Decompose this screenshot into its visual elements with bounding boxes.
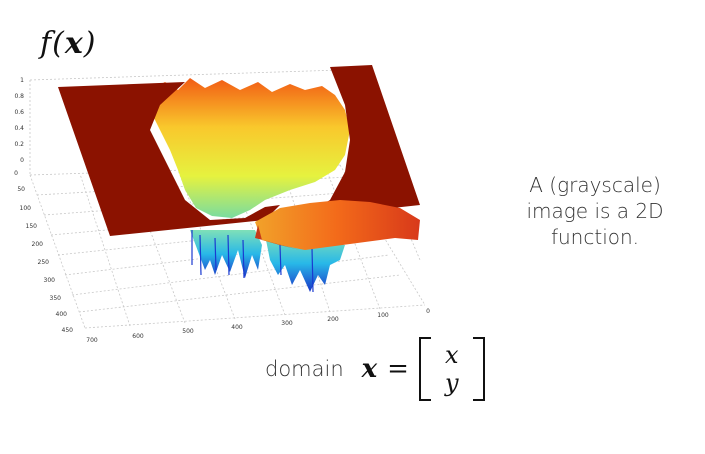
caption-line: A (grayscale) <box>529 173 661 197</box>
x-tick: 600 <box>132 333 144 340</box>
y-tick: 200 <box>32 241 44 248</box>
function-label: f(x) <box>40 26 96 61</box>
vector-entries: x y <box>431 341 473 397</box>
right-bracket <box>472 337 485 401</box>
x-tick: 200 <box>327 316 339 323</box>
y-tick: 150 <box>26 223 38 230</box>
z-tick: 0.4 <box>14 125 24 132</box>
y-tick: 450 <box>62 327 74 334</box>
z-tick: 1 <box>20 77 24 84</box>
surface-spikes <box>191 230 314 293</box>
function-variable: x <box>64 26 84 61</box>
function-name: f <box>40 26 53 61</box>
y-tick: 400 <box>56 311 68 318</box>
x-tick: 500 <box>182 328 194 335</box>
y-tick: 50 <box>17 186 25 193</box>
x-tick: 0 <box>426 308 430 315</box>
domain-formula: x = x y <box>362 337 485 401</box>
x-tick: 400 <box>231 324 243 331</box>
y-tick: 0 <box>14 170 18 177</box>
x-tick-labels: 700 600 500 400 300 200 100 0 <box>86 308 430 344</box>
coordinate-vector: x y <box>418 337 485 401</box>
x-tick: 300 <box>281 320 293 327</box>
paren-close: ) <box>83 26 97 61</box>
z-tick: 0.6 <box>14 109 24 116</box>
z-tick: 0 <box>20 157 24 164</box>
surface-peak <box>150 78 350 218</box>
y-tick: 100 <box>20 205 32 212</box>
domain-equation: domain x = x y <box>265 337 485 401</box>
x-tick: 100 <box>377 312 389 319</box>
z-tick-labels: 1 0.8 0.6 0.4 0.2 0 <box>14 77 24 164</box>
vector-entry-x: x <box>444 341 459 369</box>
y-tick-labels: 0 50 100 150 200 250 300 350 400 450 <box>14 170 73 334</box>
surface-plot: 1 0.8 0.6 0.4 0.2 0 0 50 100 150 200 250… <box>14 65 430 344</box>
domain-variable: x <box>361 354 378 384</box>
x-tick: 700 <box>86 337 98 344</box>
left-bracket <box>418 337 431 401</box>
caption-text: A (grayscale) image is a 2D function. <box>520 172 670 250</box>
surface-ridge <box>255 200 420 250</box>
equals-sign: = <box>387 354 409 384</box>
plane-right <box>300 65 420 218</box>
caption-line: image is a 2D <box>526 199 664 223</box>
caption-line: function. <box>550 225 640 249</box>
plane-left <box>58 82 280 236</box>
y-tick: 300 <box>44 277 56 284</box>
domain-label: domain <box>265 357 344 381</box>
paren-open: ( <box>52 26 65 61</box>
z-tick: 0.8 <box>14 93 24 100</box>
y-tick: 250 <box>38 259 50 266</box>
y-tick: 350 <box>50 295 62 302</box>
z-tick: 0.2 <box>14 141 24 148</box>
vector-entry-y: y <box>444 369 459 397</box>
